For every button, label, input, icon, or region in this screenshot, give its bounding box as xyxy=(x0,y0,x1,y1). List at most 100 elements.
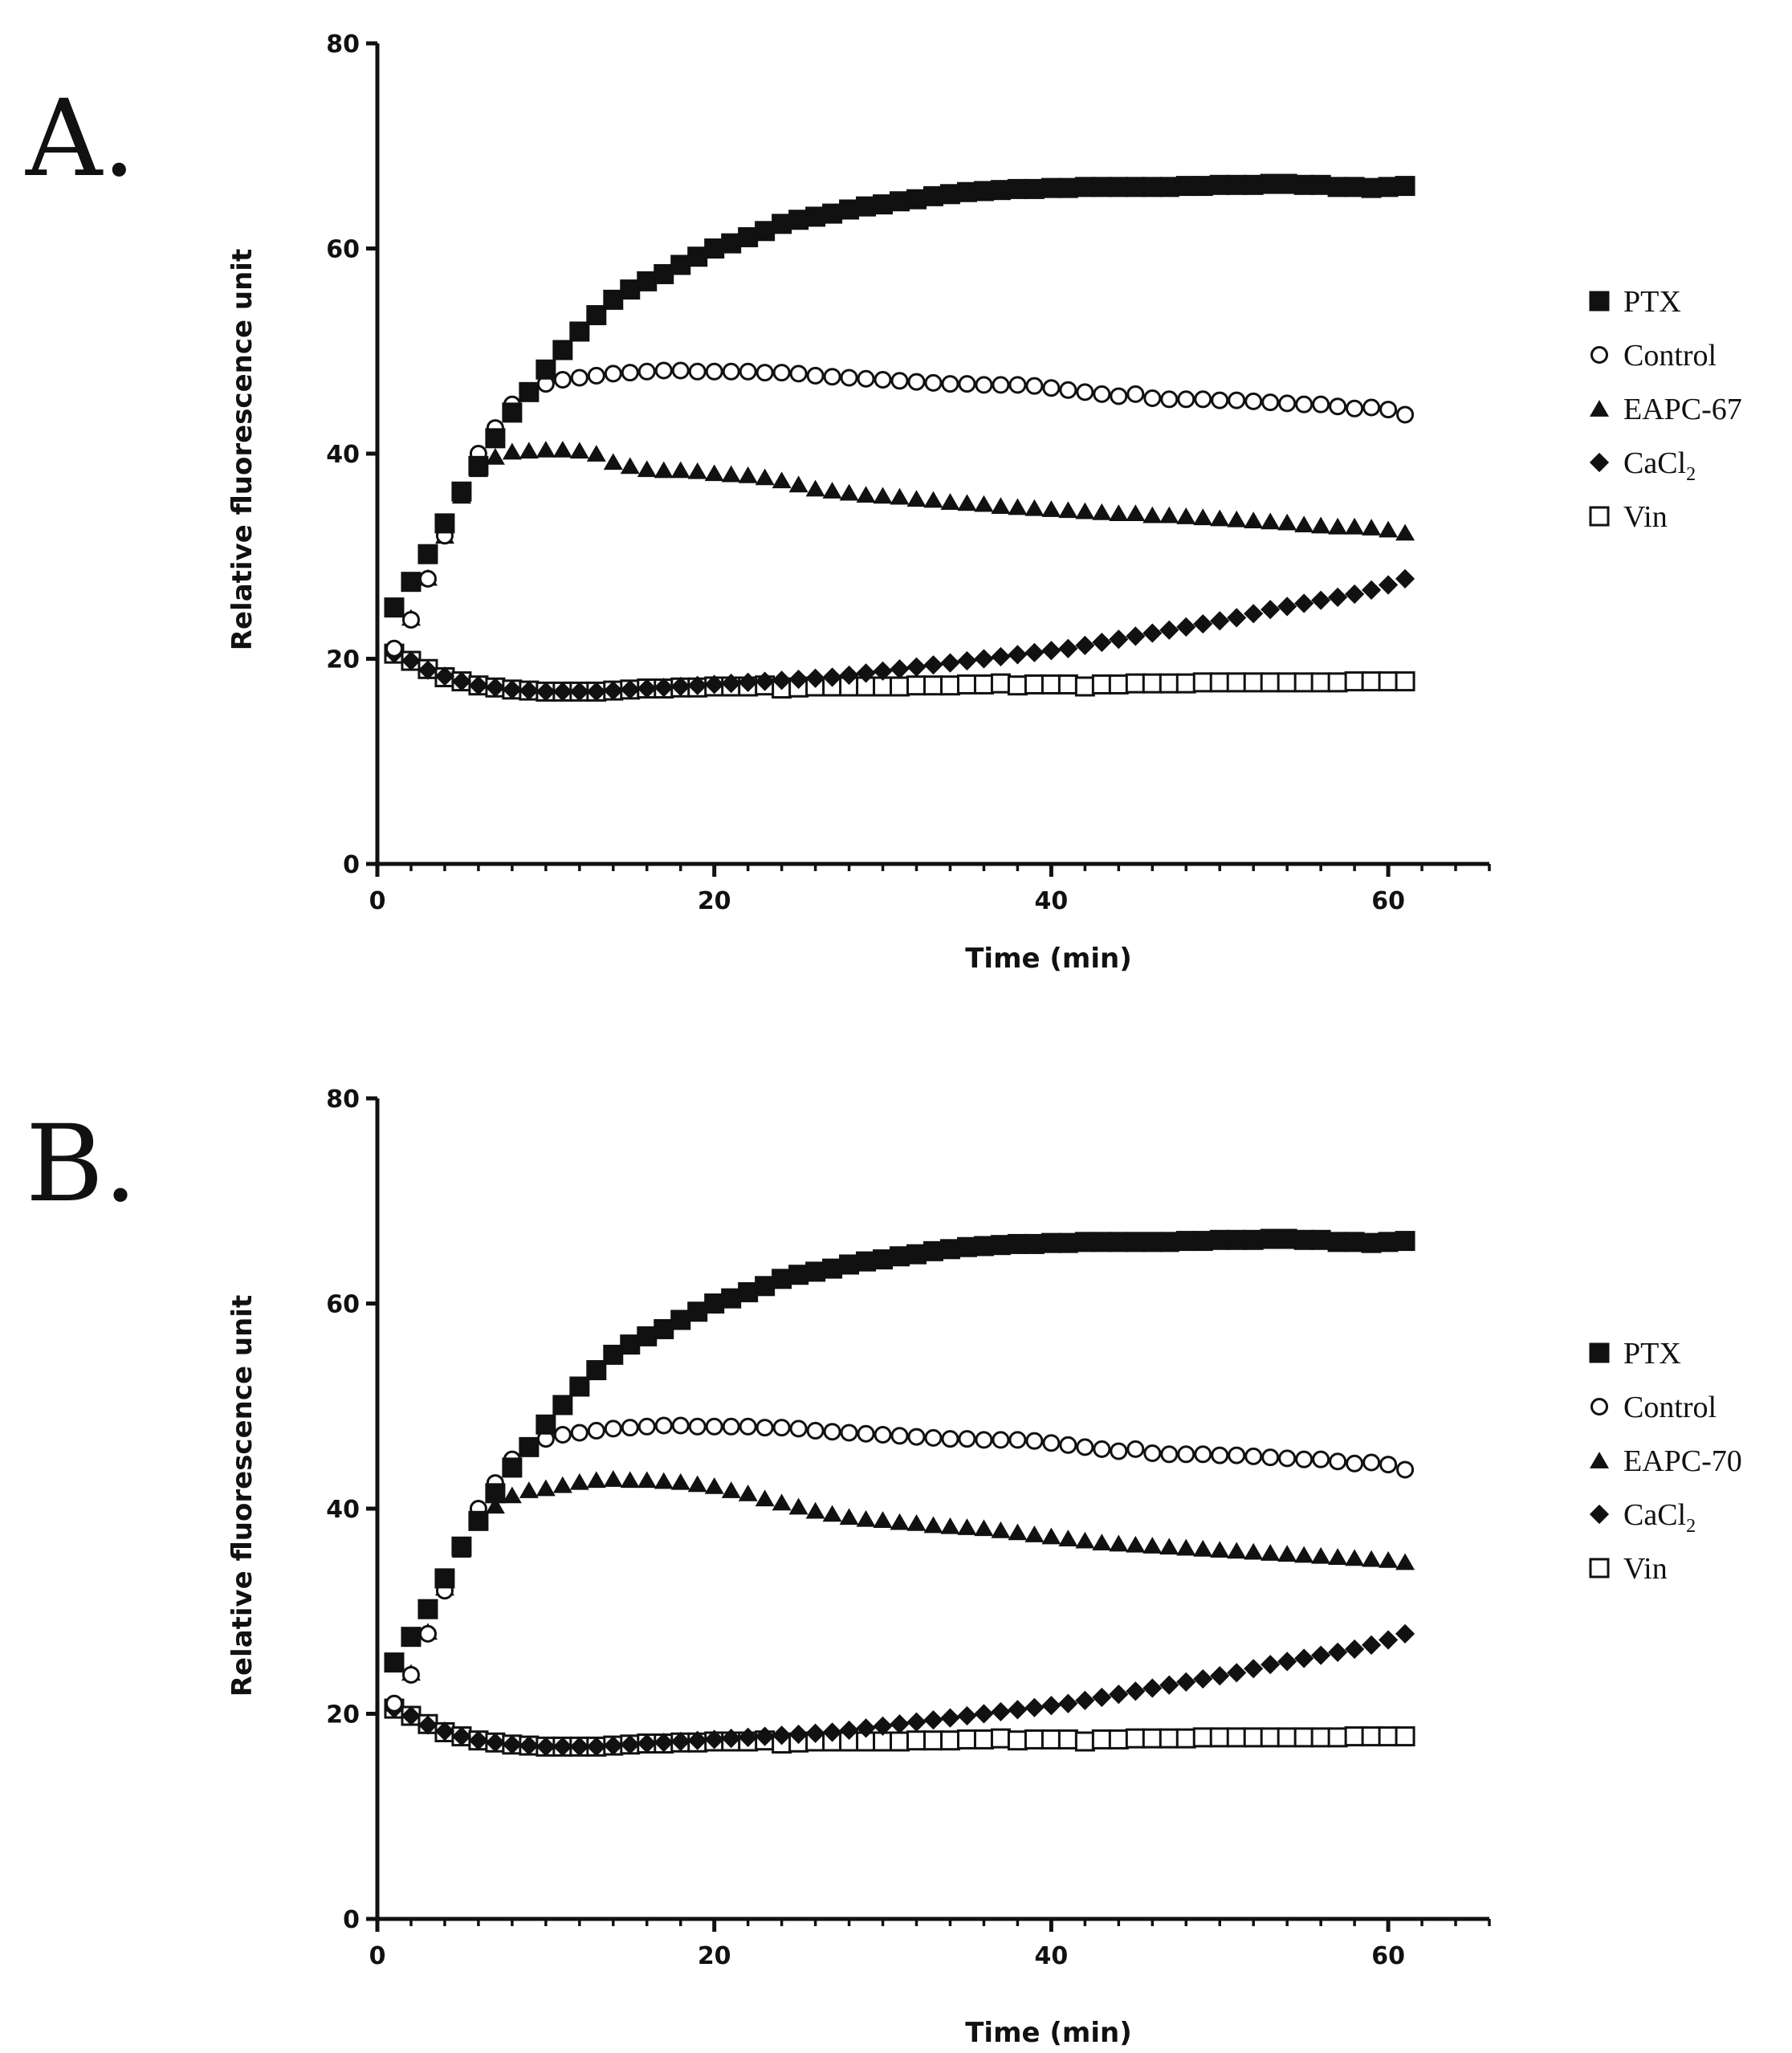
data-point xyxy=(1024,1525,1045,1542)
data-point xyxy=(973,674,994,695)
data-point xyxy=(1328,1642,1348,1662)
data-point xyxy=(805,1723,825,1743)
data-point xyxy=(1008,376,1027,394)
data-point xyxy=(586,1737,606,1757)
legend-marker xyxy=(1590,1398,1608,1416)
data-point xyxy=(1025,377,1044,395)
data-point xyxy=(721,465,741,483)
data-point xyxy=(1175,176,1196,197)
data-point xyxy=(385,1694,403,1713)
legend-label: CaCl2 xyxy=(1623,1498,1696,1537)
data-point xyxy=(1243,174,1264,195)
data-point xyxy=(907,1428,926,1446)
data-point xyxy=(687,1475,707,1493)
legend-label: Vin xyxy=(1623,500,1668,534)
data-point xyxy=(788,475,808,493)
data-point xyxy=(704,1729,724,1750)
data-point xyxy=(1093,1440,1111,1458)
data-point xyxy=(1075,502,1095,519)
data-point xyxy=(1310,1229,1331,1250)
data-point xyxy=(603,1344,624,1365)
data-point xyxy=(722,1417,740,1436)
data-point xyxy=(1092,632,1112,653)
data-point xyxy=(1091,1232,1112,1253)
data-point xyxy=(1092,503,1112,520)
data-point xyxy=(1192,176,1213,197)
data-point xyxy=(1126,1535,1146,1553)
data-point xyxy=(1159,177,1179,198)
data-point xyxy=(1041,500,1061,517)
data-point xyxy=(806,366,825,385)
data-point xyxy=(654,1416,673,1435)
data-point xyxy=(856,1509,876,1527)
data-point xyxy=(1261,1655,1281,1675)
data-point xyxy=(957,650,977,671)
data-point xyxy=(1076,383,1094,401)
data-point xyxy=(1108,1232,1129,1253)
data-point xyxy=(670,1473,690,1490)
data-point xyxy=(755,364,774,382)
data-point xyxy=(1260,1727,1281,1748)
data-point xyxy=(1177,390,1195,409)
data-point xyxy=(1210,611,1230,631)
data-point xyxy=(1024,499,1045,516)
data-point xyxy=(1395,1726,1415,1747)
data-point xyxy=(552,1476,572,1493)
data-point xyxy=(1059,381,1077,399)
data-point xyxy=(502,1734,522,1754)
data-point xyxy=(536,1414,556,1435)
data-point xyxy=(586,1360,607,1381)
data-point xyxy=(1293,672,1314,693)
data-point xyxy=(856,196,877,217)
data-point xyxy=(906,1712,927,1732)
data-point xyxy=(822,1722,842,1742)
data-point xyxy=(1362,1635,1382,1656)
y-tick-label: 80 xyxy=(326,1086,360,1114)
data-point xyxy=(586,305,607,326)
data-point xyxy=(451,1726,472,1746)
data-point xyxy=(939,675,960,696)
data-point xyxy=(923,491,943,508)
data-point xyxy=(1024,178,1045,199)
data-point xyxy=(1042,1434,1061,1452)
data-point xyxy=(519,1481,539,1498)
data-point xyxy=(890,1714,910,1734)
data-point xyxy=(1143,1444,1162,1463)
data-point xyxy=(1176,507,1196,524)
data-point xyxy=(939,1239,960,1260)
data-point xyxy=(873,487,893,504)
data-point xyxy=(1192,1727,1213,1748)
data-point xyxy=(1175,673,1196,694)
data-point xyxy=(401,1665,420,1684)
data-point xyxy=(553,1426,572,1444)
data-point xyxy=(417,1599,438,1619)
data-point xyxy=(1143,389,1162,408)
data-point xyxy=(907,373,926,391)
data-point xyxy=(1007,675,1028,696)
data-point xyxy=(856,486,876,503)
data-point xyxy=(772,214,792,234)
data-point xyxy=(873,1716,893,1736)
data-point xyxy=(1345,517,1365,535)
data-point xyxy=(1346,399,1364,418)
data-point xyxy=(637,678,657,699)
data-point xyxy=(552,1737,572,1757)
data-point xyxy=(620,679,640,699)
data-point xyxy=(1295,1450,1313,1468)
data-point xyxy=(906,490,927,507)
data-point xyxy=(739,1417,757,1436)
data-point xyxy=(552,682,572,702)
data-point xyxy=(974,649,994,669)
data-point xyxy=(990,180,1011,201)
data-point xyxy=(1193,1668,1213,1689)
data-point xyxy=(434,666,455,686)
legend-label: PTX xyxy=(1623,285,1681,319)
data-point xyxy=(502,1457,523,1478)
data-point xyxy=(401,572,422,593)
data-point xyxy=(1159,620,1179,640)
data-point xyxy=(1193,508,1213,526)
data-point xyxy=(670,1731,690,1752)
data-point xyxy=(536,359,556,380)
data-point xyxy=(840,1424,858,1442)
data-point xyxy=(1126,626,1146,646)
